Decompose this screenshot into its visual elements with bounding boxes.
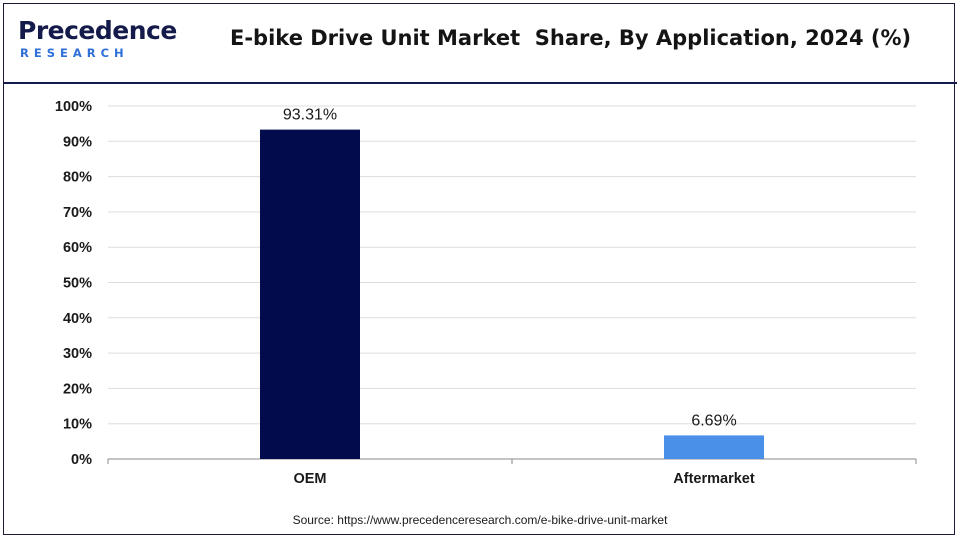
chart-frame: [3, 3, 955, 535]
header-divider: [3, 82, 957, 84]
y-tick-label: 70%: [63, 205, 92, 221]
y-tick-label: 30%: [63, 346, 92, 362]
chart-title: E-bike Drive Unit Market Share, By Appli…: [230, 26, 912, 50]
y-tick-label: 10%: [63, 417, 92, 433]
y-tick-label: 40%: [63, 311, 92, 327]
y-tick-label: 80%: [63, 170, 92, 186]
x-category-label: Aftermarket: [673, 471, 755, 487]
data-label: 93.31%: [283, 107, 337, 124]
y-tick-label: 20%: [63, 381, 92, 397]
brand-logo: Precedence RESEARCH: [18, 16, 177, 66]
x-category-label: OEM: [293, 471, 326, 487]
bar-layer: [260, 129, 764, 459]
source-note: Source: https://www.precedenceresearch.c…: [292, 513, 668, 527]
y-tick-label: 60%: [63, 240, 92, 256]
data-label: 6.69%: [691, 412, 736, 429]
logo-wordmark: Precedence: [18, 16, 177, 45]
y-tick-label: 100%: [55, 99, 92, 115]
y-tick-label: 50%: [63, 276, 92, 292]
axis-layer: 0% 10% 20% 30% 40% 50% 60% 70% 80% 90% 100%: [55, 99, 917, 468]
bar-aftermarket: [664, 435, 764, 459]
bar-oem: [260, 129, 360, 459]
grid-layer: [108, 105, 916, 425]
logo-subtitle: RESEARCH: [20, 46, 129, 60]
label-layer: 93.31% OEM 6.69% Aftermarket: [283, 107, 755, 487]
header: Precedence RESEARCH E-bike Drive Unit Ma…: [0, 0, 960, 82]
y-tick-label: 0%: [71, 452, 92, 468]
y-tick-label: 90%: [63, 134, 92, 150]
